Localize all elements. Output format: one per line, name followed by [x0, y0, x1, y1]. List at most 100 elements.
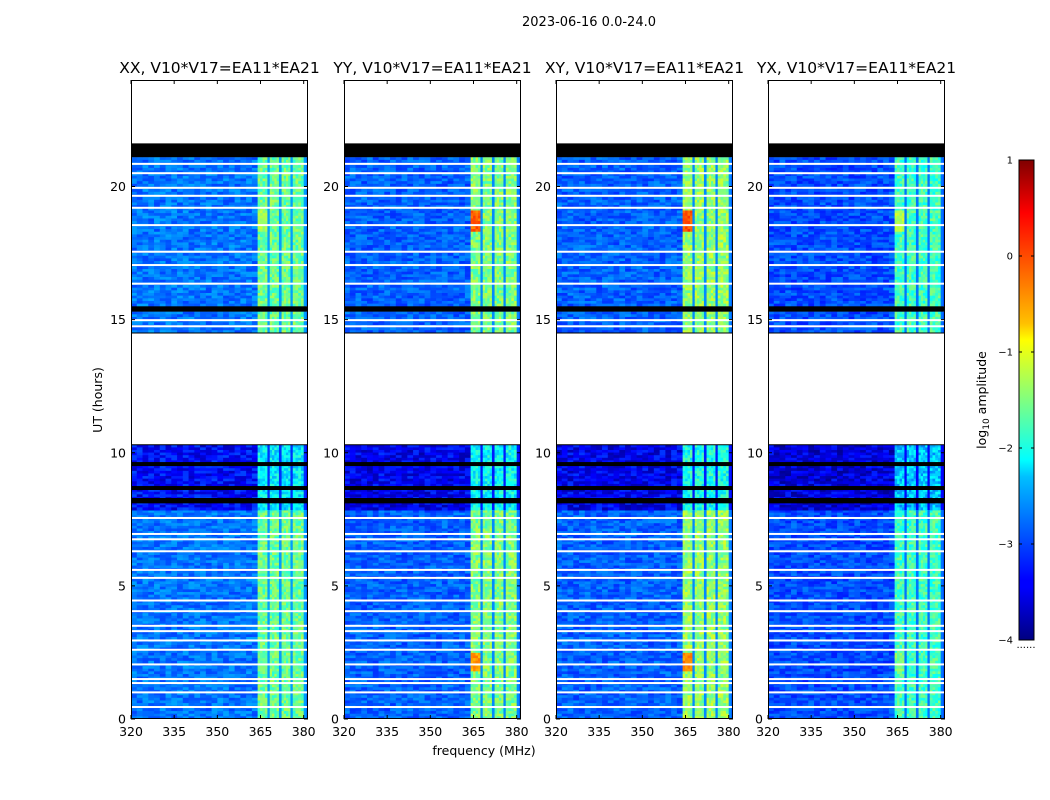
- band-cell: [283, 470, 287, 474]
- band-cell: [264, 605, 268, 609]
- noise-cell: [159, 515, 167, 519]
- band-cell: [281, 592, 285, 596]
- band-cell: [274, 597, 278, 601]
- band-cell: [276, 584, 280, 588]
- noise-cell: [131, 502, 138, 506]
- band-cell: [260, 528, 263, 532]
- band-cell: [269, 541, 273, 545]
- noise-cell: [154, 592, 161, 596]
- noise-cell: [148, 452, 155, 456]
- band-cell: [298, 476, 302, 480]
- noise-cell: [165, 159, 172, 164]
- noise-cell: [171, 533, 178, 537]
- noise-cell: [154, 605, 161, 609]
- noise-cell: [251, 592, 259, 596]
- noise-cell: [200, 684, 207, 688]
- noise-cell: [246, 642, 253, 646]
- noise-cell: [165, 570, 172, 574]
- band-cell: [298, 602, 302, 606]
- band-cell: [257, 533, 261, 537]
- band-cell: [257, 528, 261, 532]
- band-cell: [281, 327, 285, 331]
- band-cell: [288, 447, 291, 451]
- noise-cell: [148, 584, 155, 588]
- noise-cell: [223, 573, 230, 577]
- band-cell: [285, 602, 289, 606]
- band-cell: [260, 478, 263, 482]
- noise-cell: [194, 618, 201, 622]
- noise-cell: [148, 671, 155, 675]
- band-cell: [276, 457, 280, 461]
- band-cell: [300, 642, 305, 646]
- noise-cell: [177, 491, 184, 495]
- noise-cell: [171, 554, 178, 559]
- noise-cell: [159, 697, 167, 701]
- noise-cell: [131, 658, 138, 662]
- noise-cell: [165, 618, 172, 622]
- noise-cell: [188, 552, 195, 556]
- band-cell: [288, 539, 291, 543]
- band-cell: [257, 594, 261, 598]
- noise-cell: [217, 660, 224, 664]
- noise-cell: [159, 322, 167, 326]
- noise-cell: [200, 615, 207, 619]
- noise-cell: [154, 517, 161, 522]
- noise-cell: [223, 483, 230, 488]
- noise-cell: [211, 570, 218, 574]
- noise-cell: [217, 642, 224, 646]
- band-cell: [298, 703, 302, 707]
- band-cell: [298, 605, 302, 609]
- noise-cell: [228, 239, 236, 243]
- band-cell: [298, 528, 302, 532]
- noise-cell: [234, 528, 241, 532]
- band-cell: [295, 473, 299, 477]
- noise-cell: [171, 560, 178, 564]
- noise-cell: [246, 557, 253, 561]
- band-cell: [288, 316, 291, 321]
- noise-cell: [165, 170, 172, 174]
- noise-cell: [142, 507, 149, 511]
- band-cell: [262, 473, 266, 477]
- noise-cell: [223, 207, 230, 211]
- noise-cell: [148, 607, 155, 612]
- noise-cell: [182, 183, 190, 187]
- band-cell: [264, 570, 268, 574]
- noise-cell: [200, 457, 207, 461]
- noise-cell: [200, 679, 207, 683]
- band-cell: [300, 700, 305, 704]
- noise-cell: [234, 658, 241, 662]
- noise-cell: [136, 231, 144, 235]
- noise-cell: [240, 652, 247, 657]
- noise-cell: [228, 213, 236, 217]
- noise-cell: [194, 570, 201, 574]
- noise-cell: [171, 594, 178, 598]
- band-cell: [274, 703, 278, 707]
- noise-cell: [131, 237, 138, 241]
- band-cell: [274, 697, 278, 701]
- noise-cell: [177, 210, 184, 214]
- band-cell: [272, 658, 275, 662]
- noise-cell: [211, 642, 218, 646]
- noise-cell: [234, 586, 241, 590]
- noise-cell: [194, 239, 201, 243]
- noise-cell: [200, 711, 207, 715]
- noise-cell: [188, 494, 195, 498]
- noise-cell: [251, 541, 259, 545]
- noise-cell: [251, 687, 259, 691]
- band-cell: [272, 700, 275, 704]
- noise-cell: [246, 517, 253, 522]
- noise-cell: [217, 592, 224, 596]
- band-cell: [272, 544, 275, 548]
- noise-cell: [205, 215, 213, 219]
- noise-cell: [188, 229, 195, 233]
- band-cell: [264, 455, 268, 459]
- noise-cell: [182, 504, 190, 508]
- noise-cell: [188, 205, 195, 209]
- band-cell: [269, 552, 273, 556]
- band-cell: [272, 642, 275, 646]
- band-cell: [298, 444, 302, 448]
- noise-cell: [234, 631, 241, 635]
- noise-cell: [159, 631, 167, 635]
- noise-cell: [234, 481, 241, 485]
- noise-cell: [131, 650, 138, 654]
